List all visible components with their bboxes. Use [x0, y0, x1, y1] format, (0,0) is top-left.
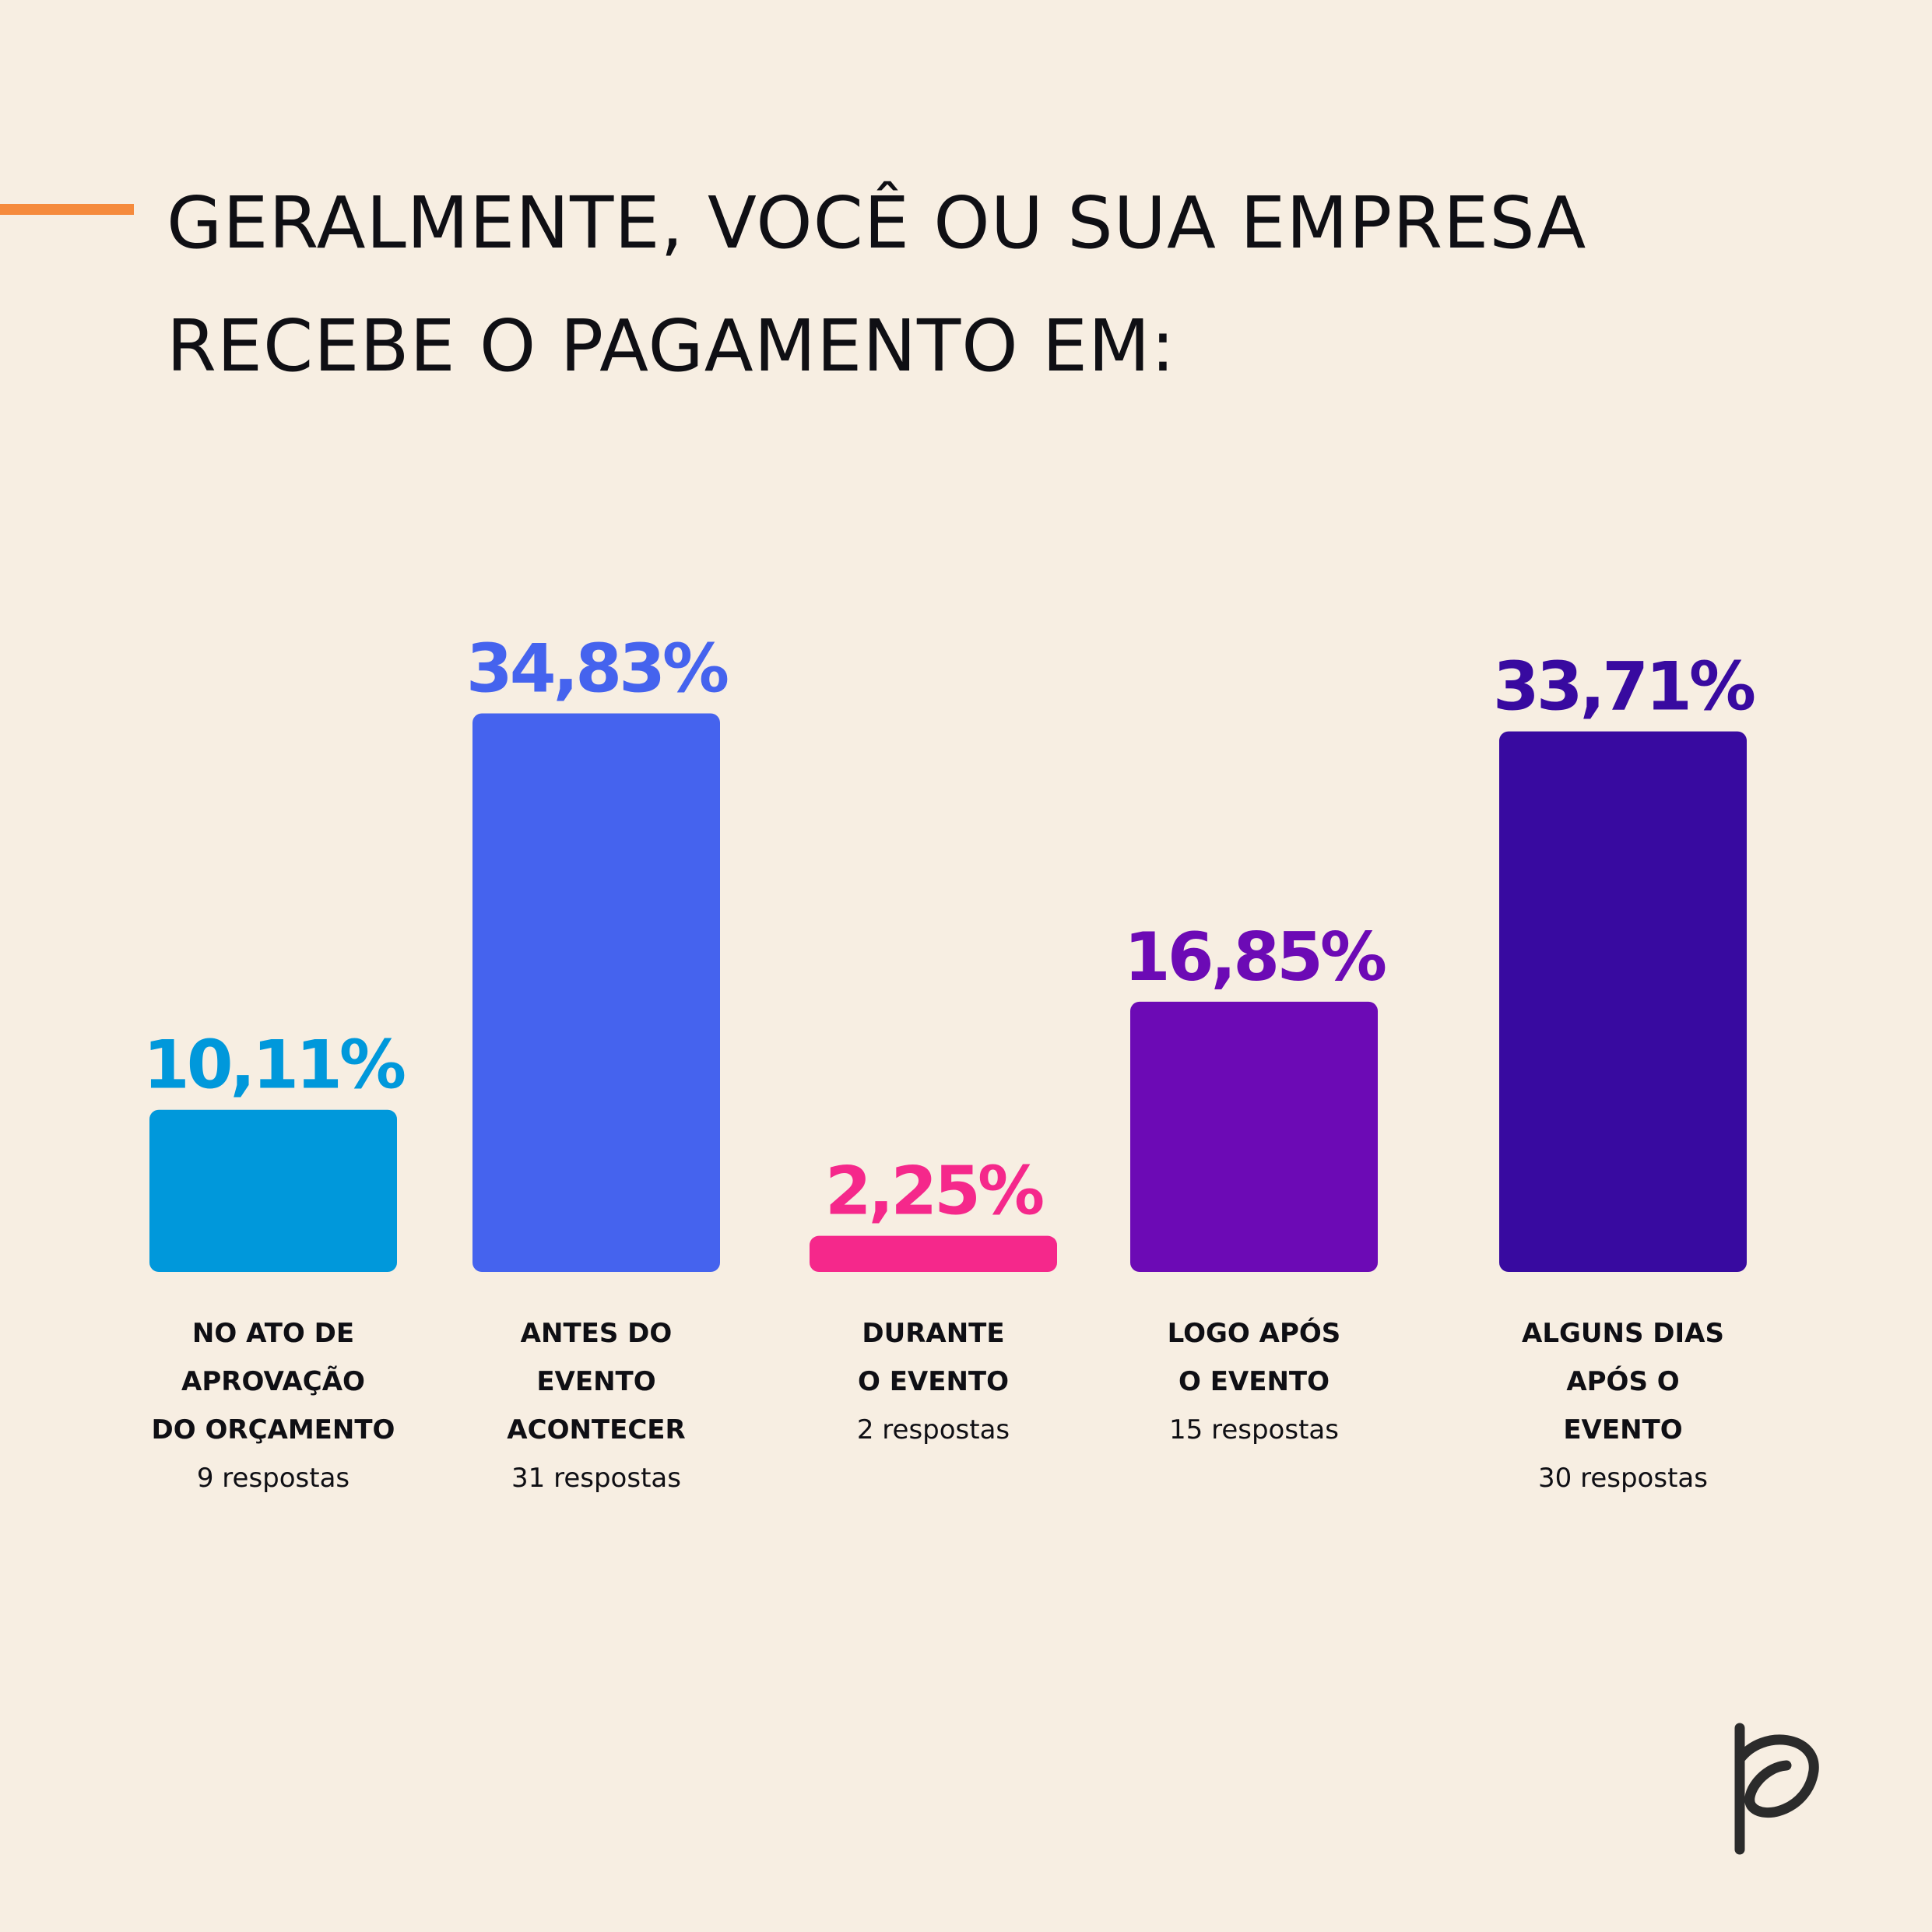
category-label-5-line-3: EVENTO — [1563, 1414, 1682, 1445]
bar-2 — [472, 713, 720, 1272]
category-label-1-line-2: APROVAÇÃO — [181, 1365, 365, 1397]
value-label-2: 34,83% — [466, 631, 728, 708]
responses-label-5: 30 respostas — [1538, 1463, 1708, 1494]
p-letter-logo-icon — [1734, 1723, 1819, 1855]
category-label-1-line-1: NO ATO DE — [192, 1318, 354, 1349]
value-label-5: 33,71% — [1493, 648, 1755, 726]
category-label-5-line-2: APÓS O — [1566, 1365, 1679, 1397]
responses-label-3: 2 respostas — [857, 1414, 1010, 1445]
responses-label-2: 31 respostas — [511, 1463, 681, 1494]
category-label-4-line-1: LOGO APÓS — [1168, 1317, 1341, 1349]
page-title: GERALMENTE, VOCÊ OU SUA EMPRESA RECEBE O… — [167, 162, 1586, 408]
category-label-1-line-3: DO ORÇAMENTO — [152, 1414, 395, 1445]
value-label-1: 10,11% — [143, 1027, 405, 1105]
category-label-3-line-1: DURANTE — [862, 1318, 1004, 1349]
responses-label-4: 15 respostas — [1169, 1414, 1339, 1445]
title-line-2: RECEBE O PAGAMENTO EM: — [167, 304, 1176, 388]
value-label-3: 2,25% — [825, 1153, 1043, 1231]
bar-3 — [810, 1235, 1057, 1272]
category-label-5-line-1: ALGUNS DIAS — [1522, 1318, 1724, 1349]
title-line-1: GERALMENTE, VOCÊ OU SUA EMPRESA — [167, 181, 1587, 265]
value-label-4: 16,85% — [1124, 919, 1386, 996]
bar-1 — [149, 1109, 397, 1272]
category-label-2-line-2: EVENTO — [536, 1366, 655, 1397]
bar-5 — [1499, 731, 1747, 1272]
category-label-4-line-2: O EVENTO — [1179, 1366, 1330, 1397]
category-label-2-line-3: ACONTECER — [507, 1414, 685, 1445]
category-label-2-line-1: ANTES DO — [521, 1318, 673, 1349]
title-accent-line — [0, 204, 134, 215]
category-label-3-line-2: O EVENTO — [858, 1366, 1009, 1397]
bar-4 — [1130, 1001, 1378, 1272]
responses-label-1: 9 respostas — [197, 1463, 350, 1494]
